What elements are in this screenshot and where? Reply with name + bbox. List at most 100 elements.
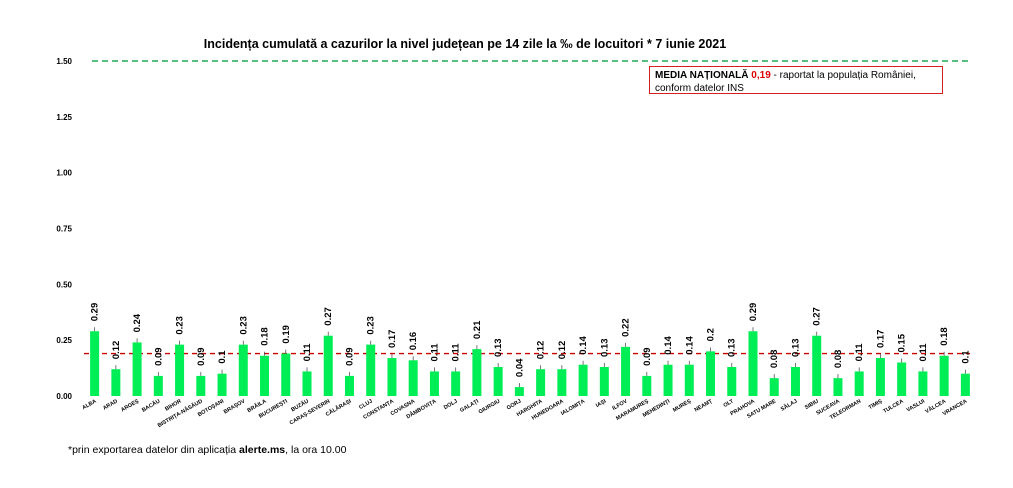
bar: [939, 355, 949, 396]
category-label: SIBIU: [804, 399, 820, 412]
data-label: 0.09: [344, 347, 355, 366]
bar: [536, 369, 546, 396]
data-label: 0.29: [90, 303, 101, 322]
category-label: MUREȘ: [672, 398, 692, 413]
bar: [153, 375, 163, 396]
data-label: 0.12: [557, 341, 568, 360]
data-label: 0.14: [578, 336, 589, 355]
data-label: 0.17: [875, 330, 886, 349]
note-value: 0,19: [751, 70, 771, 81]
category-label: VRANCEA: [942, 399, 969, 418]
category-label: ALBA: [81, 399, 97, 412]
data-label: 0.09: [153, 347, 164, 366]
bar: [812, 335, 822, 396]
bar: [706, 351, 716, 396]
data-label: 0.12: [536, 341, 547, 360]
bar: [642, 375, 652, 396]
bar: [875, 358, 885, 396]
y-tick-label: 1.50: [56, 57, 72, 66]
data-label: 0.29: [748, 303, 759, 322]
bar: [472, 349, 482, 396]
data-label: 0.19: [281, 325, 292, 344]
data-label: 0.21: [472, 320, 483, 339]
category-label: GALAȚI: [459, 398, 480, 414]
bar: [748, 331, 758, 396]
data-label: 0.27: [812, 307, 823, 326]
data-label: 0.12: [111, 341, 122, 360]
y-tick-label: 0.00: [56, 392, 72, 401]
bar: [493, 366, 503, 396]
category-label: TULCEA: [882, 399, 904, 415]
data-label: 0.15: [897, 333, 908, 352]
bar: [323, 335, 333, 396]
data-label: 0.09: [196, 347, 207, 366]
y-tick-label: 0.25: [56, 336, 72, 345]
data-label: 0.14: [663, 336, 674, 355]
note-text-line2: conform datelor INS: [655, 83, 744, 94]
bar: [408, 360, 418, 396]
bar: [387, 358, 397, 396]
data-label: 0.24: [132, 313, 143, 332]
bar: [429, 371, 439, 396]
category-label: IAȘI: [595, 398, 608, 409]
data-label: 0.1: [217, 350, 228, 364]
y-tick-label: 1.25: [56, 113, 72, 122]
bar: [281, 353, 291, 396]
data-label: 0.18: [260, 327, 271, 346]
data-label: 0.17: [387, 330, 398, 349]
footnote-app: alerte.ms: [239, 444, 286, 456]
bar: [451, 371, 461, 396]
footnote-prefix: *prin exportarea datelor din aplicația: [68, 444, 240, 456]
bar: [727, 366, 737, 396]
data-label: 0.09: [642, 347, 653, 366]
bar: [960, 373, 970, 396]
data-label: 0.23: [238, 316, 249, 334]
bar: [854, 371, 864, 396]
data-label: 0.08: [769, 350, 780, 369]
bar: [897, 362, 907, 396]
bar: [175, 344, 185, 396]
category-label: ARAD: [102, 399, 119, 412]
data-label: 0.13: [599, 338, 610, 357]
bar: [132, 342, 142, 396]
category-label: NEAMȚ: [694, 398, 714, 413]
data-label: 0.08: [833, 350, 844, 369]
data-label: 0.11: [854, 343, 865, 362]
data-label: 0.23: [366, 316, 377, 335]
bar: [196, 375, 206, 396]
category-label: IALOMIȚA: [560, 399, 586, 417]
chart-title: Incidența cumulată a cazurilor la nivel …: [203, 37, 727, 51]
bar: [111, 369, 121, 396]
data-label: 0.1: [960, 350, 971, 364]
category-label: OLT: [723, 398, 736, 409]
y-tick-label: 0.75: [56, 225, 72, 234]
footnote-suffix: , la ora 10.00: [285, 444, 347, 456]
data-label: 0.16: [408, 332, 419, 351]
bar: [578, 364, 588, 396]
bar: [663, 364, 673, 396]
data-label: 0.18: [939, 327, 950, 346]
bar: [684, 364, 694, 396]
bar: [790, 366, 800, 396]
note-text-line1: - raportat la populația României,: [770, 70, 916, 81]
data-label: 0.13: [727, 338, 738, 357]
data-label: 0.27: [323, 307, 334, 326]
data-label: 0.11: [302, 343, 313, 362]
category-label: GIURGIU: [478, 399, 501, 416]
category-label: BACĂU: [141, 398, 162, 414]
category-label: VASLUI: [906, 398, 927, 413]
y-tick-label: 0.50: [56, 280, 72, 289]
bar: [344, 375, 354, 396]
data-label: 0.13: [790, 338, 801, 357]
data-label: 0.11: [451, 343, 462, 362]
data-label: 0.04: [514, 358, 525, 377]
bar: [366, 344, 376, 396]
category-label: ARGEȘ: [120, 398, 140, 413]
bar: [302, 371, 312, 396]
bar: [260, 355, 270, 396]
data-label: 0.23: [175, 316, 186, 335]
y-tick-label: 1.00: [56, 169, 72, 178]
bar: [90, 331, 100, 396]
category-label: DOLJ: [443, 399, 459, 412]
